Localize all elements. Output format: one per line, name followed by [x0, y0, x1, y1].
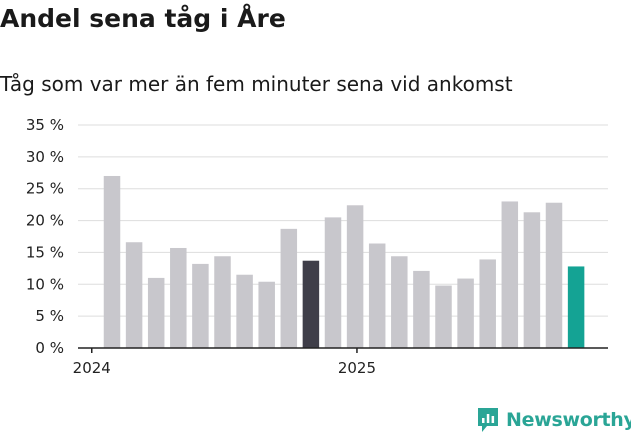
- bar: [501, 201, 519, 348]
- y-tick-label: 20 %: [26, 212, 64, 230]
- bar: [479, 259, 496, 348]
- bar: [413, 270, 430, 348]
- y-tick-label: 5 %: [35, 307, 64, 325]
- bar: [192, 263, 209, 348]
- bar: [170, 247, 187, 348]
- bar: [147, 277, 165, 348]
- y-tick-label: 30 %: [26, 148, 64, 166]
- bar: [258, 281, 275, 348]
- bar: [523, 212, 541, 348]
- bar: [457, 278, 474, 348]
- bar: [236, 274, 253, 348]
- bar: [346, 205, 364, 348]
- bar: [567, 266, 585, 348]
- x-axis: 2024 2025: [73, 347, 608, 377]
- newsworthy-logo: Newsworthy: [476, 407, 631, 433]
- bar: [324, 217, 342, 348]
- bars: [103, 175, 585, 348]
- y-tick-label: 0 %: [35, 339, 64, 357]
- bar: [435, 285, 452, 348]
- bar-chart: 0 % 5 % 10 % 15 % 20 % 25 % 30 % 35 % 2024 2025: [26, 116, 608, 377]
- bar: [368, 243, 386, 348]
- bar: [103, 175, 121, 348]
- newsworthy-icon: [478, 408, 498, 432]
- brand-name: Newsworthy: [506, 409, 631, 431]
- bar: [214, 256, 231, 348]
- x-tick-label: 2024: [73, 359, 111, 377]
- bar: [391, 256, 408, 348]
- y-tick-label: 10 %: [26, 275, 64, 293]
- y-tick-label: 15 %: [26, 243, 64, 261]
- bar: [280, 228, 298, 348]
- grid-lines: [78, 124, 608, 317]
- y-tick-label: 35 %: [26, 116, 64, 134]
- chart-subtitle: Tåg som var mer än fem minuter sena vid …: [0, 72, 513, 96]
- y-tick-label: 25 %: [26, 180, 64, 198]
- x-tick-label: 2025: [338, 359, 376, 377]
- bar: [545, 202, 563, 348]
- y-axis-tick-labels: 0 % 5 % 10 % 15 % 20 % 25 % 30 % 35 %: [26, 116, 64, 357]
- chart-title: Andel sena tåg i Åre: [0, 4, 286, 33]
- bar: [125, 242, 143, 348]
- bar: [302, 260, 320, 348]
